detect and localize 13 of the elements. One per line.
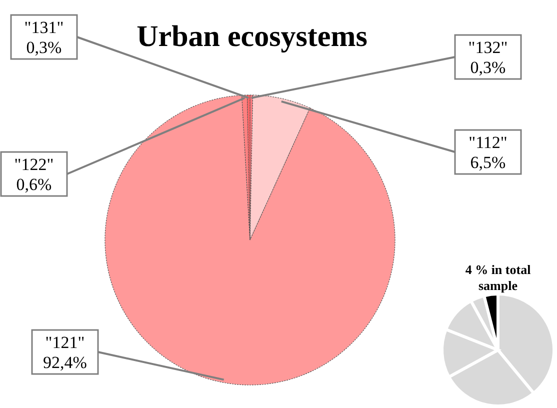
chart-title: Urban ecosystems xyxy=(136,20,368,53)
data-label: 6,5% xyxy=(470,153,506,172)
slice-label: "132" xyxy=(468,38,508,57)
slice-label: "121" xyxy=(45,333,85,352)
slice-label: "112" xyxy=(468,133,508,152)
data-label: 0,3% xyxy=(470,58,506,77)
data-label: 0,3% xyxy=(26,38,62,57)
pie-slice xyxy=(104,94,396,386)
slice-label: "122" xyxy=(14,155,54,174)
data-label: 0,6% xyxy=(16,175,52,194)
data-label: 92,4% xyxy=(43,353,87,372)
slice-label: "131" xyxy=(24,18,64,37)
chart-title: 4 % in total sample xyxy=(465,262,532,293)
